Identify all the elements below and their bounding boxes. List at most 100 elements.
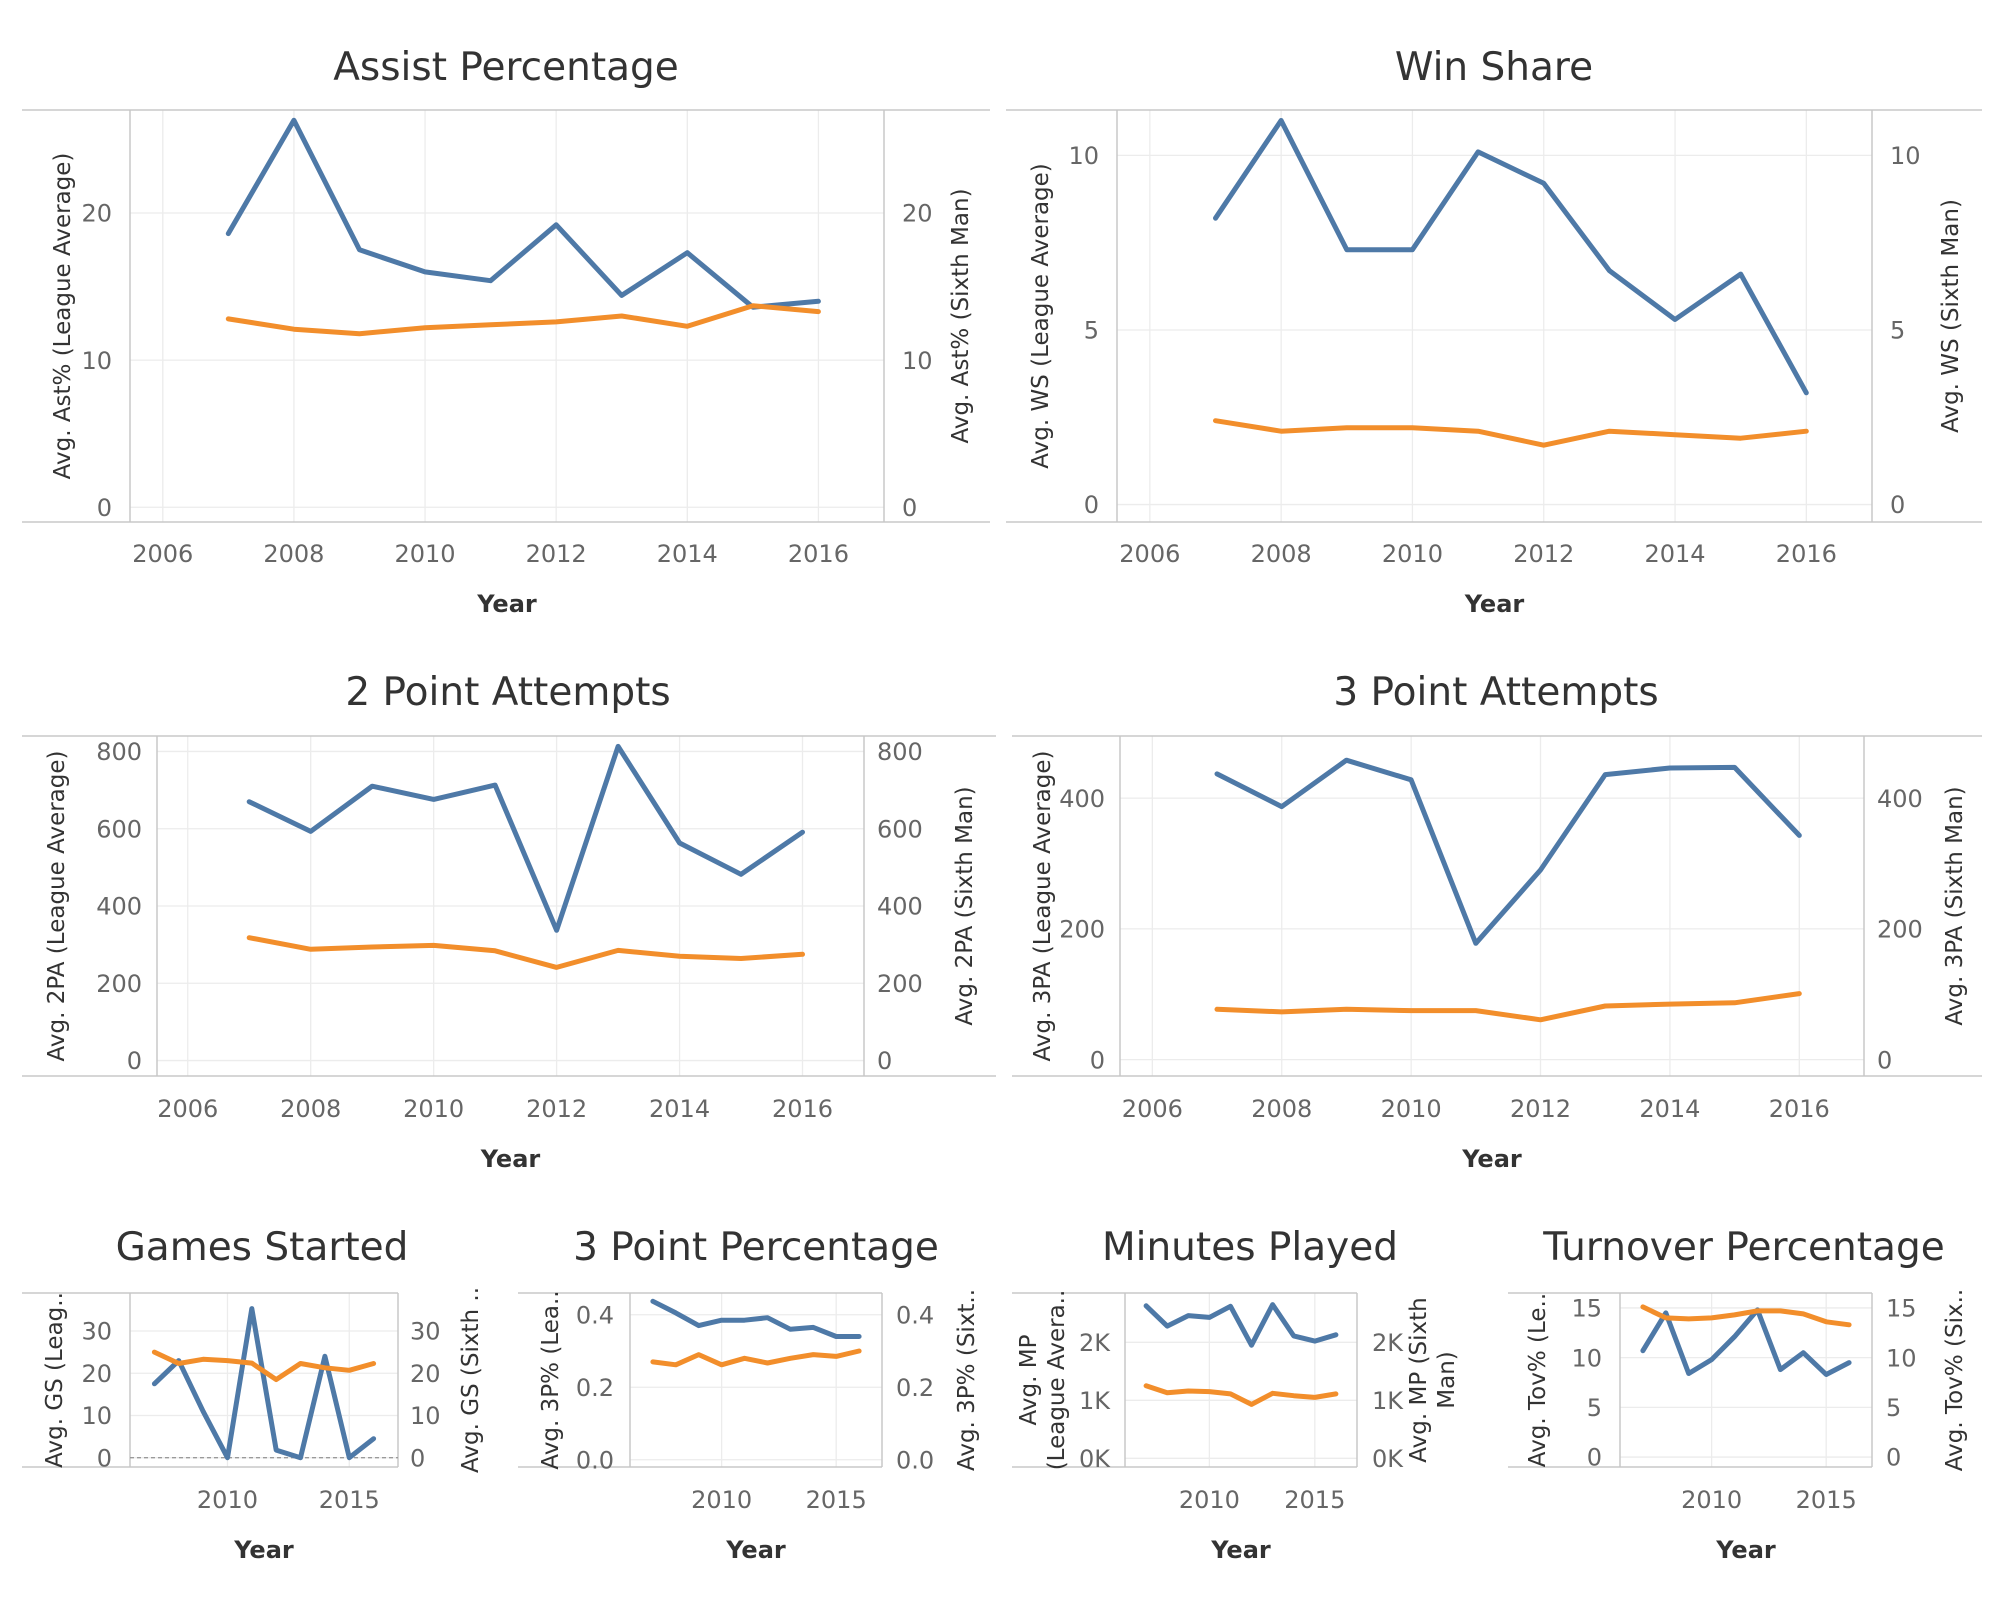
y-axis-label-right: Avg. 3P% (Sixt.. [954, 1289, 980, 1471]
y-tick-label-left: 0 [97, 1444, 112, 1472]
x-tick-label: 2014 [657, 540, 718, 568]
y-tick-label-left: 20 [81, 200, 112, 228]
series-line-league-average [246, 935, 805, 970]
y-tick-label-right: 0.2 [896, 1374, 934, 1402]
y-tick-label-left: 5 [1587, 1394, 1602, 1422]
x-tick-label: 2016 [1776, 540, 1837, 568]
y-axis-label-right: Avg. Tov% (Six.. [1942, 1289, 1968, 1471]
y-tick-label-right: 400 [877, 893, 923, 921]
x-tick-label: 2010 [395, 540, 456, 568]
y-tick-label-right: 0K [1372, 1445, 1404, 1473]
y-tick-label-right: 15 [1886, 1295, 1917, 1323]
chart-title: Games Started [116, 1225, 409, 1270]
y-tick-label-right: 800 [877, 738, 923, 766]
y-tick-label-right: 2K [1372, 1329, 1404, 1357]
series-line-league-average [1213, 418, 1809, 448]
x-tick-label: 2014 [1639, 1095, 1700, 1123]
chart-mp: Minutes Played 0K 0K 1K 1K 2K 2K 2010 2015 Year Av… [1012, 1225, 1460, 1564]
x-tick-label: 2015 [1796, 1486, 1857, 1514]
x-tick-label: 2010 [197, 1486, 258, 1514]
y-axis-label-right: Avg. WS (Sixth Man) [1938, 199, 1964, 433]
y-tick-label-left: 10 [81, 1402, 112, 1430]
x-tick-label: 2015 [1284, 1486, 1345, 1514]
y-tick-label-right: 600 [877, 815, 923, 843]
y-axis-label-left: Avg. Ast% (League Average) [50, 153, 76, 480]
series-line-league-average [1640, 1304, 1852, 1328]
chart-title: Win Share [1395, 45, 1593, 90]
x-tick-label: 2010 [1179, 1486, 1240, 1514]
x-tick-label: 2008 [1251, 540, 1312, 568]
chart-3pa: 3 Point Attempts 0 0 200 200 400 400 2006 2008 20… [1012, 670, 1982, 1173]
chart-3pp: 3 Point Percentage 0.0 0.0 0.2 0.2 0.4 0.4 2010… [518, 1225, 980, 1564]
y-tick-label-right: 200 [1877, 916, 1923, 944]
y-tick-label-left: 400 [96, 893, 142, 921]
chart-title: 3 Point Attempts [1333, 670, 1658, 715]
series-line-league-average [1214, 991, 1802, 1023]
y-tick-label-right: 10 [1886, 1344, 1917, 1372]
y-tick-label-right: 30 [410, 1318, 441, 1346]
y-axis-label-right: Avg. GS (Sixth .. [458, 1287, 484, 1473]
x-tick-label: 2010 [1381, 1095, 1442, 1123]
y-tick-label-right: 10 [1890, 142, 1921, 170]
chart-title: Turnover Percentage [1542, 1225, 1944, 1270]
y-tick-label-left: 15 [1571, 1295, 1602, 1323]
chart-ast: Assist Percentage 0 0 10 10 20 20 2006 2008 2010 2… [22, 45, 990, 618]
x-tick-label: 2014 [1645, 540, 1706, 568]
y-tick-label-right: 20 [902, 200, 933, 228]
y-axis-label-right: Avg. Ast% (Sixth Man) [948, 188, 974, 443]
y-tick-label-right: 0.0 [896, 1446, 934, 1474]
chart-tov: Turnover Percentage 0 0 5 5 10 10 15 15 2010 2015 Y… [1508, 1225, 1968, 1564]
series-line-league-average [151, 1349, 377, 1383]
y-tick-label-left: 10 [1068, 142, 1099, 170]
y-tick-label-left: 10 [1571, 1344, 1602, 1372]
y-tick-label-left: 200 [1059, 916, 1105, 944]
x-tick-label: 2012 [526, 1095, 587, 1123]
y-tick-label-left: 10 [81, 347, 112, 375]
y-tick-label-right: 0.4 [896, 1301, 934, 1329]
series-line-league-average [650, 1348, 862, 1368]
x-tick-label: 2012 [526, 540, 587, 568]
y-tick-label-left: 1K [1079, 1387, 1111, 1415]
x-tick-label: 2006 [157, 1095, 218, 1123]
y-axis-label-right: Avg. 2PA (Sixth Man) [952, 786, 978, 1025]
y-tick-label-right: 0 [1877, 1046, 1892, 1074]
x-tick-label: 2014 [649, 1095, 710, 1123]
y-tick-label-left: 0 [127, 1047, 142, 1075]
x-axis-label: Year [476, 590, 537, 618]
x-axis-label: Year [233, 1536, 294, 1564]
x-tick-label: 2016 [788, 540, 849, 568]
y-axis-label-left: Avg. 2PA (League Average) [44, 751, 70, 1062]
chart-title: Minutes Played [1102, 1225, 1398, 1270]
y-tick-label-left: 0.2 [576, 1374, 614, 1402]
y-tick-label-left: 0K [1079, 1445, 1111, 1473]
y-axis-label-right: Avg. 3PA (Sixth Man) [1942, 786, 1968, 1025]
y-axis-label-left: Avg. 3PA (League Average) [1030, 751, 1056, 1062]
y-tick-label-left: 5 [1084, 317, 1099, 345]
y-tick-label-left: 0 [1084, 491, 1099, 519]
y-tick-label-right: 0 [1886, 1444, 1901, 1472]
y-tick-label-left: 0.0 [576, 1446, 614, 1474]
y-tick-label-left: 0 [97, 494, 112, 522]
y-tick-label-right: 200 [877, 970, 923, 998]
x-axis-label: Year [480, 1145, 541, 1173]
x-tick-label: 2010 [403, 1095, 464, 1123]
y-axis-label-left: Avg. WS (League Average) [1028, 163, 1054, 469]
chart-title: Assist Percentage [333, 45, 679, 90]
y-tick-label-right: 5 [1886, 1394, 1901, 1422]
y-tick-label-right: 10 [902, 347, 933, 375]
y-tick-label-left: 0.4 [576, 1301, 614, 1329]
series-line-sixth-man [1214, 757, 1802, 946]
y-tick-label-left: 2K [1079, 1329, 1111, 1357]
x-tick-label: 2006 [1122, 1095, 1183, 1123]
y-tick-label-right: 0 [877, 1047, 892, 1075]
x-tick-label: 2008 [280, 1095, 341, 1123]
x-axis-label: Year [1464, 590, 1525, 618]
x-tick-label: 2008 [263, 540, 324, 568]
y-tick-label-left: 20 [81, 1360, 112, 1388]
chart-gs: Games Started 0 0 10 10 20 20 30 30 2010 2015 Year A… [22, 1225, 484, 1564]
y-tick-label-right: 10 [410, 1402, 441, 1430]
x-tick-label: 2010 [691, 1486, 752, 1514]
y-tick-label-left: 30 [81, 1318, 112, 1346]
series-line-sixth-man [1640, 1307, 1852, 1377]
